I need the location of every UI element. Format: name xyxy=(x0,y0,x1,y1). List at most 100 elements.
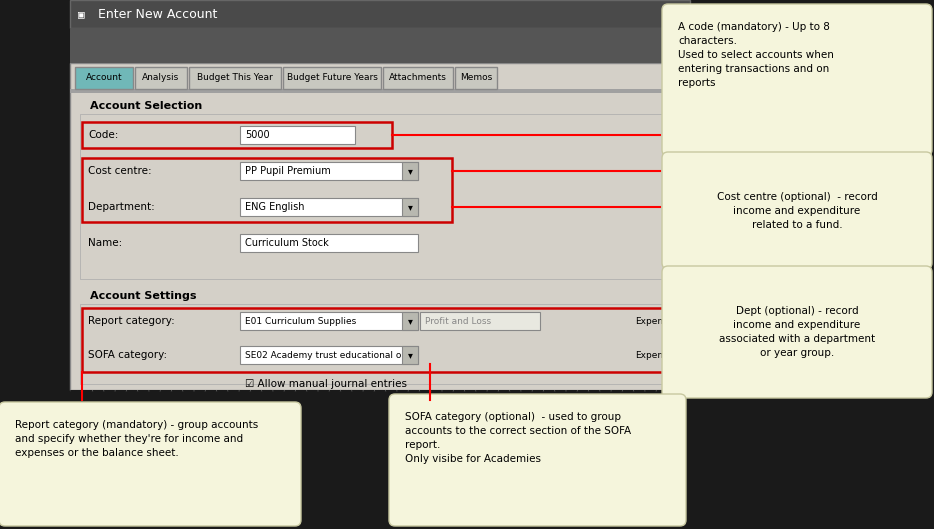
Text: Department:: Department: xyxy=(88,202,155,212)
Polygon shape xyxy=(92,390,104,402)
Polygon shape xyxy=(633,390,644,402)
Text: ▾: ▾ xyxy=(407,316,413,326)
Polygon shape xyxy=(644,390,657,402)
Polygon shape xyxy=(295,390,306,402)
Polygon shape xyxy=(172,390,183,402)
Polygon shape xyxy=(690,252,700,264)
Polygon shape xyxy=(126,390,137,402)
Polygon shape xyxy=(205,390,217,402)
Text: Report category (mandatory) - group accounts
and specify whether they're for inc: Report category (mandatory) - group acco… xyxy=(15,420,258,458)
Polygon shape xyxy=(408,390,419,402)
Polygon shape xyxy=(352,390,363,402)
Bar xyxy=(70,28,690,63)
Text: SE02 Academy trust educational or: SE02 Academy trust educational or xyxy=(245,351,405,360)
Bar xyxy=(240,234,418,252)
Polygon shape xyxy=(81,390,92,402)
Polygon shape xyxy=(690,377,700,390)
Polygon shape xyxy=(228,390,239,402)
Polygon shape xyxy=(284,390,295,402)
Polygon shape xyxy=(690,277,700,289)
Text: Budget Future Years: Budget Future Years xyxy=(287,74,377,83)
Polygon shape xyxy=(690,113,700,126)
Text: Name:: Name: xyxy=(88,238,122,248)
Text: ▾: ▾ xyxy=(407,350,413,360)
Text: Report category:: Report category: xyxy=(88,316,175,326)
Polygon shape xyxy=(521,390,532,402)
Polygon shape xyxy=(690,239,700,252)
FancyBboxPatch shape xyxy=(662,266,932,398)
Bar xyxy=(82,122,392,148)
Bar xyxy=(80,304,680,384)
Polygon shape xyxy=(273,390,284,402)
Text: ☑ Allow manual journal entries: ☑ Allow manual journal entries xyxy=(245,379,407,389)
FancyBboxPatch shape xyxy=(662,4,932,156)
Polygon shape xyxy=(239,390,250,402)
Polygon shape xyxy=(690,151,700,163)
Bar xyxy=(240,312,418,330)
Polygon shape xyxy=(566,390,577,402)
Text: Budget This Year: Budget This Year xyxy=(197,74,273,83)
Text: Attachments: Attachments xyxy=(389,74,447,83)
Polygon shape xyxy=(690,202,700,214)
Polygon shape xyxy=(375,390,386,402)
Polygon shape xyxy=(431,390,442,402)
Text: ▣: ▣ xyxy=(78,9,85,19)
Text: Curriculum Stock: Curriculum Stock xyxy=(245,238,329,248)
Polygon shape xyxy=(217,390,228,402)
Polygon shape xyxy=(183,390,194,402)
Bar xyxy=(82,308,672,372)
Polygon shape xyxy=(386,390,397,402)
Bar xyxy=(82,158,452,222)
Polygon shape xyxy=(690,365,700,377)
Polygon shape xyxy=(690,315,700,327)
Polygon shape xyxy=(306,390,318,402)
Text: E01 Curriculum Supplies: E01 Curriculum Supplies xyxy=(245,316,356,325)
Polygon shape xyxy=(70,390,81,402)
Polygon shape xyxy=(442,390,453,402)
Polygon shape xyxy=(690,226,700,239)
Polygon shape xyxy=(588,390,600,402)
Text: Memos: Memos xyxy=(460,74,492,83)
Polygon shape xyxy=(611,390,622,402)
Bar xyxy=(402,198,418,216)
Polygon shape xyxy=(690,88,700,101)
Bar xyxy=(75,67,133,89)
Polygon shape xyxy=(464,390,475,402)
Text: Cost centre:: Cost centre: xyxy=(88,166,151,176)
Bar xyxy=(402,312,418,330)
Text: Expense: Expense xyxy=(635,351,673,360)
Text: A code (mandatory) - Up to 8
characters.
Used to select accounts when
entering t: A code (mandatory) - Up to 8 characters.… xyxy=(678,22,834,88)
FancyBboxPatch shape xyxy=(389,394,686,526)
Polygon shape xyxy=(690,126,700,139)
Polygon shape xyxy=(690,327,700,340)
Bar xyxy=(240,198,418,216)
Polygon shape xyxy=(690,101,700,113)
Polygon shape xyxy=(690,302,700,315)
Text: SOFA category (optional)  - used to group
accounts to the correct section of the: SOFA category (optional) - used to group… xyxy=(405,412,631,464)
Bar xyxy=(70,0,690,28)
Polygon shape xyxy=(104,390,115,402)
Text: ENG English: ENG English xyxy=(245,202,304,212)
Text: Expense: Expense xyxy=(635,316,673,325)
Text: Analysis: Analysis xyxy=(142,74,179,83)
Bar xyxy=(283,67,381,89)
Bar xyxy=(189,67,281,89)
Polygon shape xyxy=(657,390,668,402)
Polygon shape xyxy=(544,390,555,402)
Polygon shape xyxy=(555,390,566,402)
Polygon shape xyxy=(690,264,700,277)
Text: Account Selection: Account Selection xyxy=(90,101,203,111)
Polygon shape xyxy=(499,390,510,402)
Text: Profit and Loss: Profit and Loss xyxy=(425,316,491,325)
Bar xyxy=(135,67,187,89)
Bar xyxy=(70,89,690,93)
Text: Account: Account xyxy=(86,74,122,83)
Polygon shape xyxy=(690,289,700,302)
Text: Code:: Code: xyxy=(88,130,119,140)
Polygon shape xyxy=(622,390,633,402)
Polygon shape xyxy=(397,390,408,402)
Polygon shape xyxy=(115,390,126,402)
Text: Enter New Account: Enter New Account xyxy=(98,7,218,21)
Bar xyxy=(240,346,418,364)
Polygon shape xyxy=(363,390,375,402)
